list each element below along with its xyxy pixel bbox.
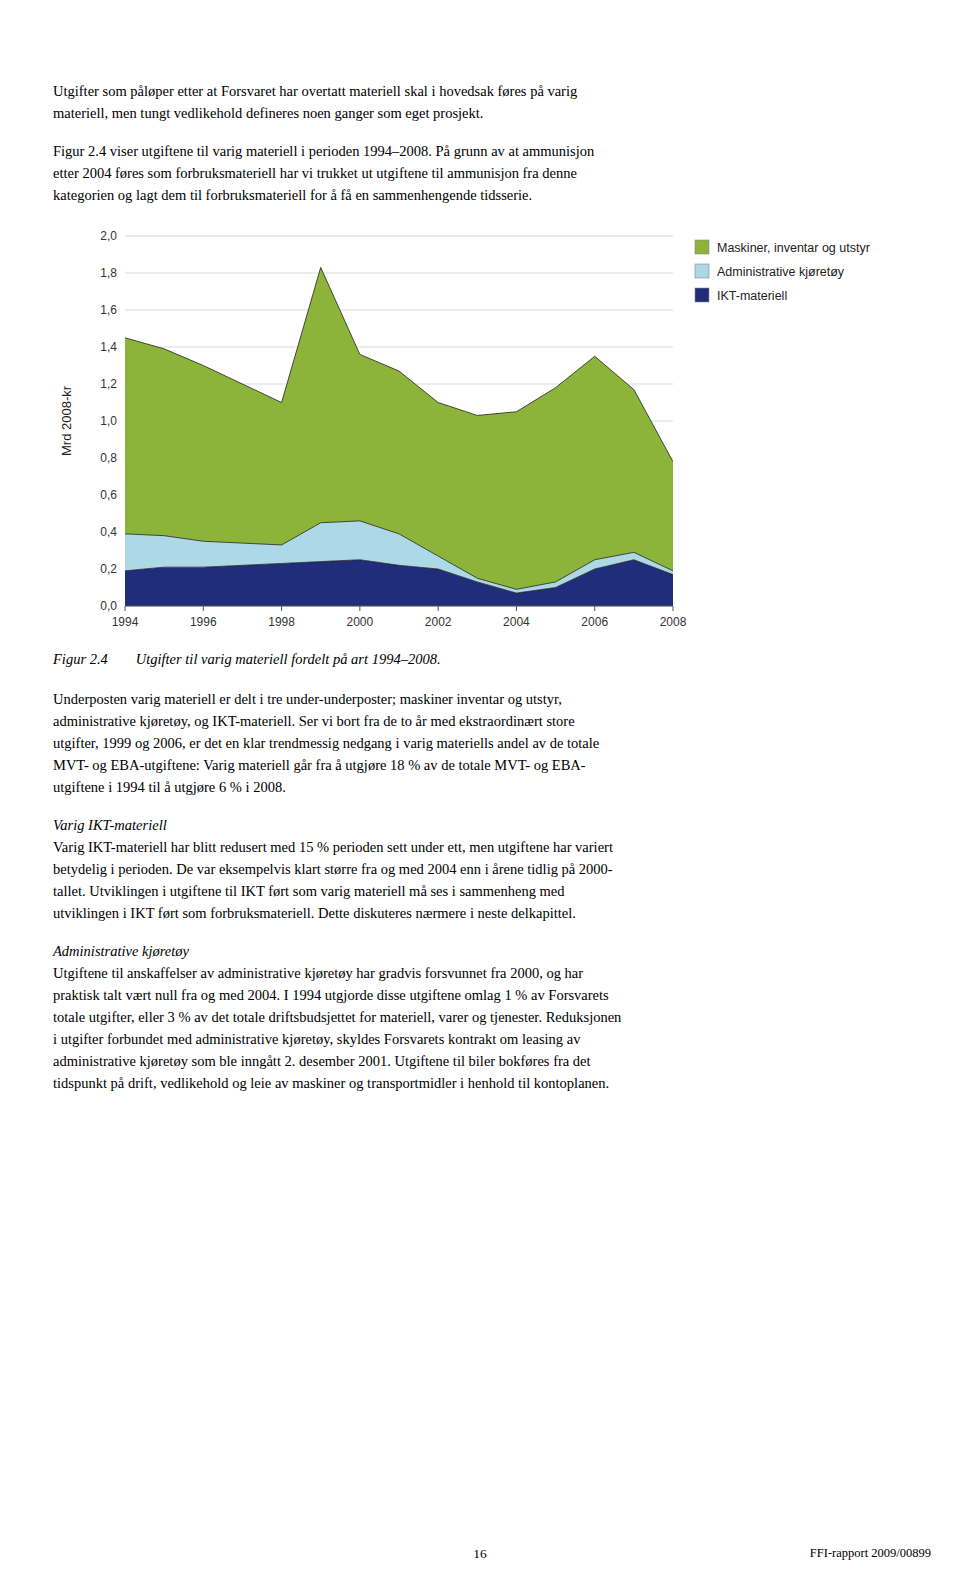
legend-swatch bbox=[695, 264, 709, 278]
y-tick-label: 1,4 bbox=[100, 340, 117, 354]
y-tick-label: 1,8 bbox=[100, 266, 117, 280]
x-tick-label: 2004 bbox=[503, 615, 530, 629]
text-line: tidspunkt på drift, vedlikehold og leie … bbox=[53, 1072, 933, 1094]
y-tick-label: 1,0 bbox=[100, 414, 117, 428]
text-line: Utgiftene til anskaffelser av administra… bbox=[53, 962, 933, 984]
y-axis-label: Mrd 2008-kr bbox=[59, 385, 74, 456]
x-tick bbox=[281, 606, 282, 611]
x-tick-label: 2000 bbox=[347, 615, 374, 629]
caption-text: Utgifter til varig materiell fordelt på … bbox=[136, 651, 441, 667]
content: Utgifter som påløper etter at Forsvaret … bbox=[53, 80, 933, 1110]
caption-label: Figur 2.4 bbox=[53, 651, 108, 667]
x-axis-line bbox=[125, 606, 673, 607]
grid-line bbox=[125, 310, 673, 311]
x-tick bbox=[594, 606, 595, 611]
text-line: MVT- og EBA-utgiftene: Varig materiell g… bbox=[53, 754, 933, 776]
y-tick-label: 0,8 bbox=[100, 451, 117, 465]
report-number: FFI-rapport 2009/00899 bbox=[810, 1546, 931, 1561]
x-tick-label: 1998 bbox=[268, 615, 295, 629]
x-tick-label: 2006 bbox=[581, 615, 608, 629]
area-outline bbox=[125, 560, 673, 593]
y-tick-label: 0,6 bbox=[100, 488, 117, 502]
paragraph: Utgifter som påløper etter at Forsvaret … bbox=[53, 80, 933, 124]
legend-label: Maskiner, inventar og utstyr bbox=[717, 241, 870, 255]
text-line: kategorien og lagt dem til forbruksmater… bbox=[53, 184, 933, 206]
text-line: totale utgifter, eller 3 % av det totale… bbox=[53, 1006, 933, 1028]
text-line: Utgifter som påløper etter at Forsvaret … bbox=[53, 80, 933, 102]
section-heading: Varig IKT-materiell bbox=[53, 814, 933, 836]
x-tick bbox=[673, 606, 674, 611]
paragraph: Figur 2.4 viser utgiftene til varig mate… bbox=[53, 140, 933, 206]
text-line: Varig IKT-materiell har blitt redusert m… bbox=[53, 836, 933, 858]
text-line: Underposten varig materiell er delt i tr… bbox=[53, 688, 933, 710]
text-line: etter 2004 føres som forbruksmateriell h… bbox=[53, 162, 933, 184]
text-line: praktisk talt vært null fra og med 2004.… bbox=[53, 984, 933, 1006]
text-line: tallet. Utviklingen i utgiftene til IKT … bbox=[53, 880, 933, 902]
area bbox=[125, 267, 673, 589]
x-tick-label: 1994 bbox=[112, 615, 139, 629]
x-tick bbox=[125, 606, 126, 611]
text-line: Figur 2.4 viser utgiftene til varig mate… bbox=[53, 140, 933, 162]
x-axis: 1994 1996 1998 2000 2002 2004 2006 2008 bbox=[112, 606, 687, 629]
text-line: utgifter, 1999 og 2006, er det en klar t… bbox=[53, 732, 933, 754]
plot-area bbox=[125, 267, 673, 606]
legend: Maskiner, inventar og utstyr Administrati… bbox=[695, 240, 870, 303]
x-tick bbox=[359, 606, 360, 611]
chart: 0,0 0,2 0,4 0,6 0,8 1,0 1,2 1,4 1,6 1,8 2,0 Mrd 200… bbox=[53, 222, 913, 642]
page: Utgifter som påløper etter at Forsvaret … bbox=[0, 0, 960, 1594]
paragraph: Utgiftene til anskaffelser av administra… bbox=[53, 962, 933, 1094]
legend-label: IKT-materiell bbox=[717, 289, 787, 303]
x-tick bbox=[438, 606, 439, 611]
area-outline bbox=[125, 521, 673, 589]
paragraph: Varig IKT-materiell har blitt redusert m… bbox=[53, 836, 933, 924]
y-tick-label: 1,6 bbox=[100, 303, 117, 317]
y-tick-label: 2,0 bbox=[100, 229, 117, 243]
legend-swatch bbox=[695, 288, 709, 302]
grid-line bbox=[125, 236, 673, 237]
legend-label: Administrative kjøretøy bbox=[717, 265, 845, 279]
y-tick-label: 1,2 bbox=[100, 377, 117, 391]
text-line: utviklingen i IKT ført som forbruksmater… bbox=[53, 902, 933, 924]
x-tick bbox=[516, 606, 517, 611]
figure-caption: Figur 2.4 Utgifter til varig materiell fo… bbox=[53, 648, 933, 670]
area-outline bbox=[125, 267, 673, 461]
grid-line bbox=[125, 273, 673, 274]
y-tick-label: 0,2 bbox=[100, 562, 117, 576]
x-tick-label: 2008 bbox=[660, 615, 687, 629]
legend-swatch bbox=[695, 240, 709, 254]
x-tick-label: 2002 bbox=[425, 615, 452, 629]
y-axis: 0,0 0,2 0,4 0,6 0,8 1,0 1,2 1,4 1,6 1,8 2,0 bbox=[100, 229, 673, 613]
text-line: administrative kjøretøy, og IKT-materiel… bbox=[53, 710, 933, 732]
grid-line bbox=[125, 347, 673, 348]
x-tick-label: 1996 bbox=[190, 615, 217, 629]
grid-line bbox=[125, 606, 673, 607]
text-line: utgiftene i 1994 til å utgjøre 6 % i 200… bbox=[53, 776, 933, 798]
text-line: i utgifter forbundet med administrative … bbox=[53, 1028, 933, 1050]
y-tick-label: 0,4 bbox=[100, 525, 117, 539]
text-line: materiell, men tungt vedlikehold definer… bbox=[53, 102, 933, 124]
paragraph: Underposten varig materiell er delt i tr… bbox=[53, 688, 933, 798]
text-line: administrative kjøretøy som ble inngått … bbox=[53, 1050, 933, 1072]
x-tick bbox=[203, 606, 204, 611]
y-tick-label: 0,0 bbox=[100, 599, 117, 613]
section-heading: Administrative kjøretøy bbox=[53, 940, 933, 962]
text-line: betydelig i perioden. De var eksempelvis… bbox=[53, 858, 933, 880]
